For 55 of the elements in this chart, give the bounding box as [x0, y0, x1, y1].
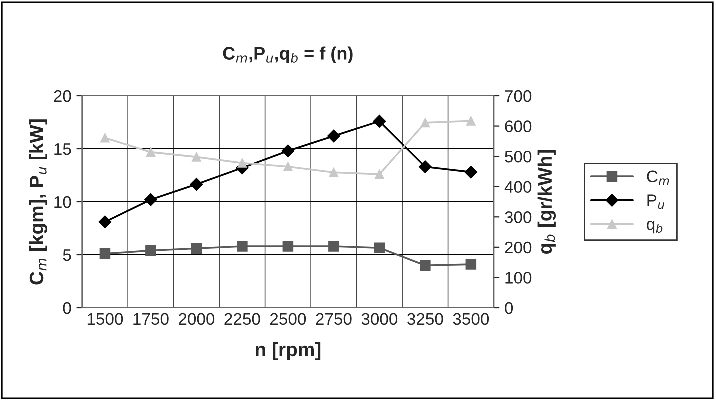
point: [190, 178, 204, 191]
x-tick-label: 2250: [224, 313, 260, 326]
y2-tick-label: 600: [505, 120, 532, 132]
x-tick-label: 1500: [88, 313, 124, 326]
point: [100, 248, 111, 260]
point: [374, 170, 384, 180]
point: [284, 162, 293, 172]
legend-label: P$_{u}$: [648, 194, 665, 210]
point: [464, 166, 478, 179]
y-tick-label: 15: [54, 144, 72, 156]
point: [192, 152, 202, 162]
x-axis-title: n [rpm]: [256, 342, 321, 360]
y2-tick-label: 100: [506, 272, 532, 284]
point: [191, 243, 202, 254]
point: [374, 242, 386, 254]
point: [420, 118, 430, 128]
y2-axis-title: q$_{b}$ [gr/kWh]: [538, 150, 556, 254]
point: [466, 116, 476, 126]
x-tick-label: 3500: [453, 313, 490, 326]
point: [329, 168, 339, 178]
point: [238, 158, 248, 168]
point: [328, 130, 340, 143]
y-tick-label: 10: [54, 196, 72, 208]
legend-label: q$_{b}$: [647, 221, 663, 234]
x-tick-label: 2000: [179, 313, 215, 326]
y2-tick-label: 200: [505, 242, 532, 254]
legend-label: C$_{m}$: [647, 170, 670, 186]
x-tick-label: 2750: [316, 313, 352, 326]
point: [98, 216, 112, 229]
x-tick-label: 1750: [134, 313, 169, 326]
x-tick-label: 3000: [362, 313, 398, 326]
point: [237, 241, 248, 252]
y-tick-label: 0: [63, 302, 72, 314]
chart-title: C$_{m}$,P$_{u}$,q$_{b}$ = f (n): [223, 46, 353, 64]
point: [100, 133, 110, 143]
x-tick-label: 3250: [408, 313, 444, 326]
point: [419, 160, 432, 174]
y-tick-label: 5: [63, 250, 72, 262]
point: [144, 193, 158, 206]
point: [282, 241, 294, 252]
x-tick-label: 2500: [270, 313, 306, 326]
point: [420, 260, 431, 271]
point: [466, 259, 477, 270]
point: [146, 245, 156, 256]
y-axis-title: C$_{m}$ [kgm], P$_{u}$ [kW]: [29, 120, 48, 285]
point: [373, 115, 386, 128]
y-tick-label: 20: [54, 90, 72, 102]
y2-tick-label: 0: [505, 302, 514, 314]
y2-tick-label: 400: [504, 181, 532, 194]
y2-tick-label: 700: [505, 90, 532, 102]
y2-tick-label: 300: [505, 212, 532, 224]
point: [146, 148, 156, 158]
point: [282, 144, 295, 158]
y2-tick-label: 500: [505, 150, 532, 163]
point: [328, 241, 340, 252]
